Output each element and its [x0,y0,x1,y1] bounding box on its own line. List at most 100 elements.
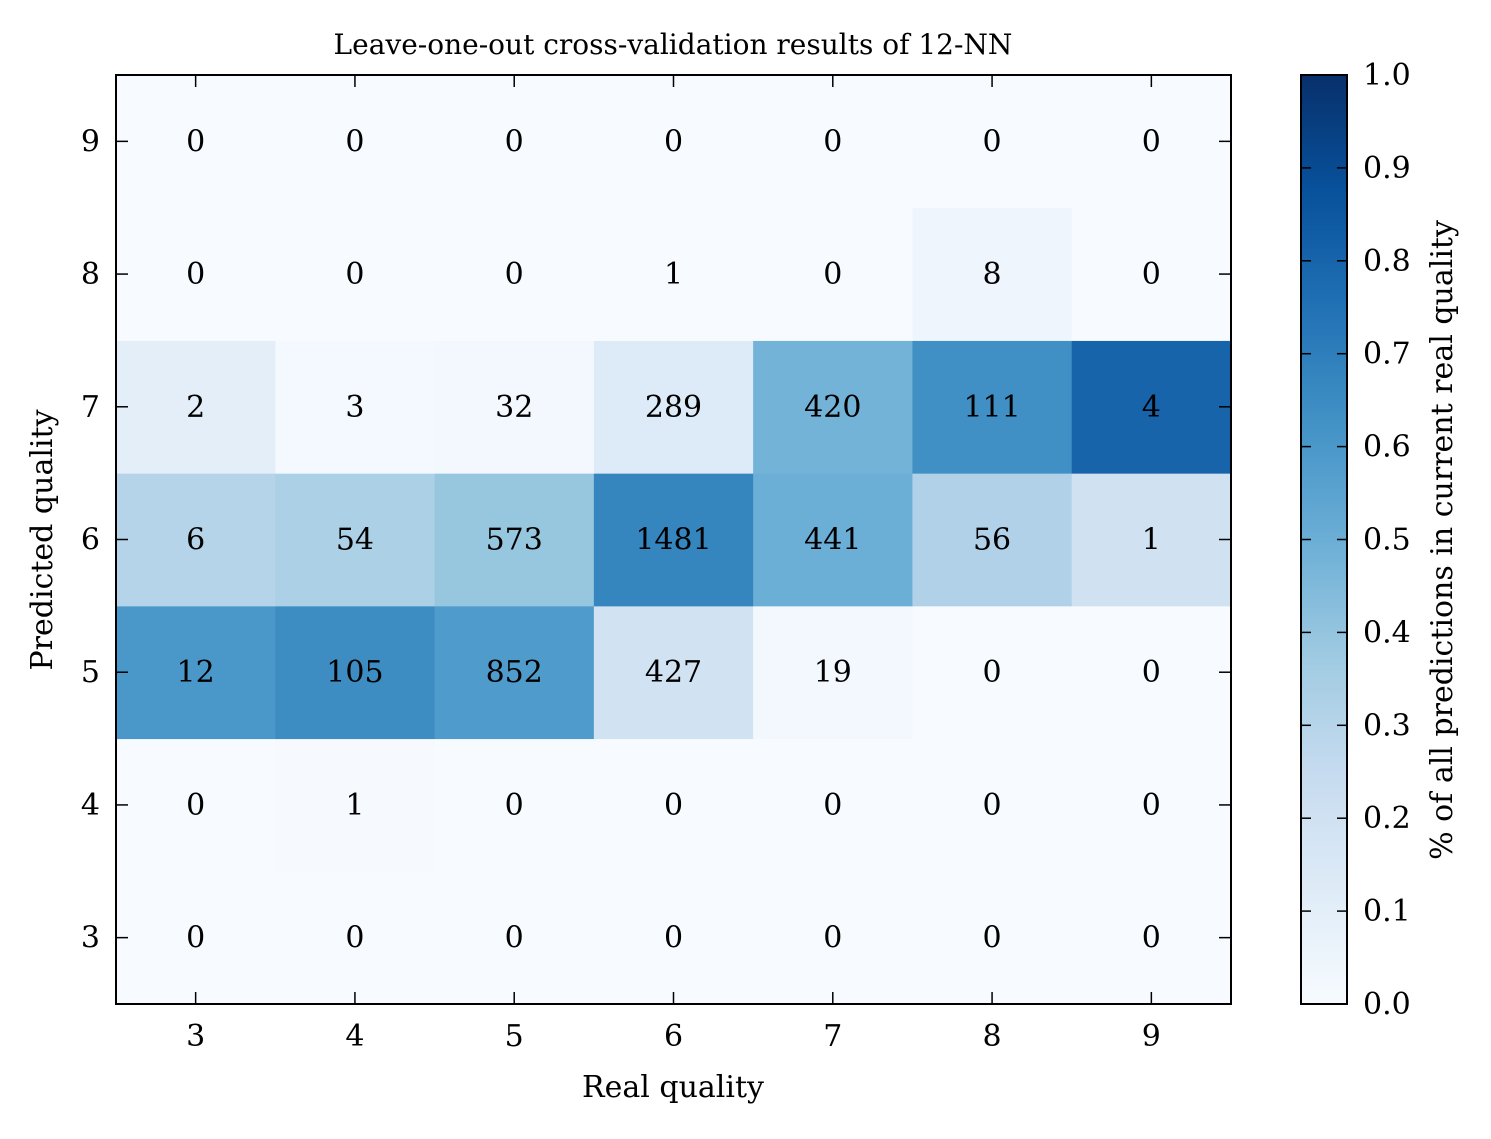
colorbar-label: % of all predictions in current real qua… [1425,220,1460,860]
x-tick-label: 5 [505,1019,524,1054]
heatmap-cell-real-6-pred-8 [593,207,754,341]
y-axis-label: Predicted quality [25,409,60,670]
cell-count-label: 0 [505,788,524,823]
heatmap-cell-real-5-pred-7 [434,340,595,474]
heatmap-cell-real-9-pred-3 [1071,871,1232,1005]
cell-count-label: 0 [664,788,683,823]
cell-count-label: 105 [326,655,383,690]
cell-count-label: 111 [963,390,1020,425]
heatmap-cell-real-4-pred-4 [275,738,436,872]
x-tick-label: 7 [823,1019,842,1054]
heatmap-cell-real-8-pred-6 [912,473,1073,607]
heatmap-cell-real-9-pred-4 [1071,738,1232,872]
cell-count-label: 0 [186,257,205,292]
y-tick-label: 9 [81,124,100,159]
colorbar-tick-label: 0.4 [1363,615,1411,650]
heatmap-cell-real-7-pred-3 [753,871,913,1005]
heatmap-cell-real-3-pred-8 [116,207,276,341]
colorbar: 0.0 0.1 0.2 0.3 0.4 0.5 0.6 0.7 0.8 0.9 1.0 [1300,58,1411,1022]
heatmap-cell-real-5-pred-5 [434,605,595,740]
y-tick-label: 4 [81,788,100,823]
heatmap-cell-real-8-pred-7 [912,340,1073,474]
colorbar-tick-label: 0.3 [1363,708,1411,743]
cell-count-label: 573 [486,523,543,558]
cell-count-label: 12 [177,655,215,690]
cell-count-label: 289 [645,390,702,425]
heatmap-cell-real-6-pred-6 [593,473,754,607]
heatmap-cell-real-7-pred-8 [753,207,913,341]
heatmap-cell-real-7-pred-6 [753,473,913,607]
heatmap-cell-real-6-pred-4 [593,738,754,872]
heatmap-cell-real-9-pred-8 [1071,207,1232,341]
x-tick-label: 6 [664,1019,683,1054]
heatmap-cell-real-7-pred-9 [753,75,913,209]
cell-count-label: 427 [645,655,702,690]
heatmap-cell-real-7-pred-5 [753,605,913,740]
colorbar-tick-label: 0.7 [1363,337,1411,372]
cell-count-label: 0 [1142,257,1161,292]
x-tick-label: 8 [983,1019,1002,1054]
colorbar-tick-label: 0.0 [1363,987,1411,1022]
heatmap-cell-real-9-pred-9 [1071,75,1232,209]
cell-count-label: 0 [1142,921,1161,956]
cell-count-label: 8 [983,257,1002,292]
cell-count-label: 0 [345,257,364,292]
heatmap-cell-real-8-pred-8 [912,207,1073,341]
y-tick-label: 6 [81,523,100,558]
cell-count-label: 0 [505,257,524,292]
colorbar-tick-label: 1.0 [1363,58,1411,93]
heatmap-cell-real-6-pred-9 [593,75,754,209]
cell-count-label: 0 [345,124,364,159]
cell-count-label: 0 [823,257,842,292]
cell-count-label: 0 [823,788,842,823]
cell-count-label: 0 [1142,655,1161,690]
heatmap-cell-real-4-pred-5 [275,605,436,740]
colorbar-tick-label: 0.5 [1363,523,1411,558]
cell-count-label: 420 [804,390,861,425]
cell-labels: 0 0 0 0 0 0 0 0 1 0 0 0 0 0 12 105 852 427 19 0 0 6 54 573 1481 4… [177,124,1161,955]
cell-count-label: 6 [186,523,205,558]
cell-count-label: 0 [983,921,1002,956]
cell-count-label: 54 [336,523,374,558]
heatmap-cell-real-3-pred-7 [116,340,276,474]
x-tick-label: 4 [345,1019,364,1054]
cell-count-label: 852 [486,655,543,690]
x-tick-label: 9 [1142,1019,1161,1054]
cell-count-label: 19 [814,655,852,690]
y-tick-label: 3 [81,921,100,956]
x-axis-label: Real quality [582,1070,764,1105]
colorbar-tick-label: 0.9 [1363,151,1411,186]
heatmap-cell-real-8-pred-3 [912,871,1073,1005]
cell-count-label: 2 [186,390,205,425]
heatmap-cell-real-5-pred-3 [434,871,595,1005]
cell-count-label: 0 [186,788,205,823]
heatmap-cell-real-5-pred-8 [434,207,595,341]
heatmap-cell-real-4-pred-6 [275,473,436,607]
cell-count-label: 0 [664,124,683,159]
cell-count-label: 32 [495,390,533,425]
heatmap-cell-real-9-pred-7 [1071,340,1232,474]
heatmap-cell-real-3-pred-4 [116,738,276,872]
cell-count-label: 0 [983,788,1002,823]
cell-count-label: 0 [1142,124,1161,159]
heatmap-cell-real-5-pred-9 [434,75,595,209]
cell-count-label: 0 [505,124,524,159]
cell-count-label: 1 [664,257,683,292]
heatmap-cell-real-3-pred-5 [116,605,276,740]
heatmap-cell-real-9-pred-6 [1071,473,1232,607]
heatmap-cell-real-8-pred-5 [912,605,1073,740]
colorbar-tick-label: 0.1 [1363,894,1411,929]
cell-count-label: 0 [823,124,842,159]
heatmap-cell-real-4-pred-9 [275,75,436,209]
heatmap-cell-real-3-pred-3 [116,871,276,1005]
cell-count-label: 1481 [635,523,711,558]
cell-count-label: 0 [823,921,842,956]
cell-count-label: 0 [983,655,1002,690]
colorbar-tick-label: 0.6 [1363,430,1411,465]
heatmap-cell-real-4-pred-3 [275,871,436,1005]
heatmap-cell-real-8-pred-9 [912,75,1073,209]
heatmap-cell-real-5-pred-6 [434,473,595,607]
heatmap-cell-real-3-pred-6 [116,473,276,607]
